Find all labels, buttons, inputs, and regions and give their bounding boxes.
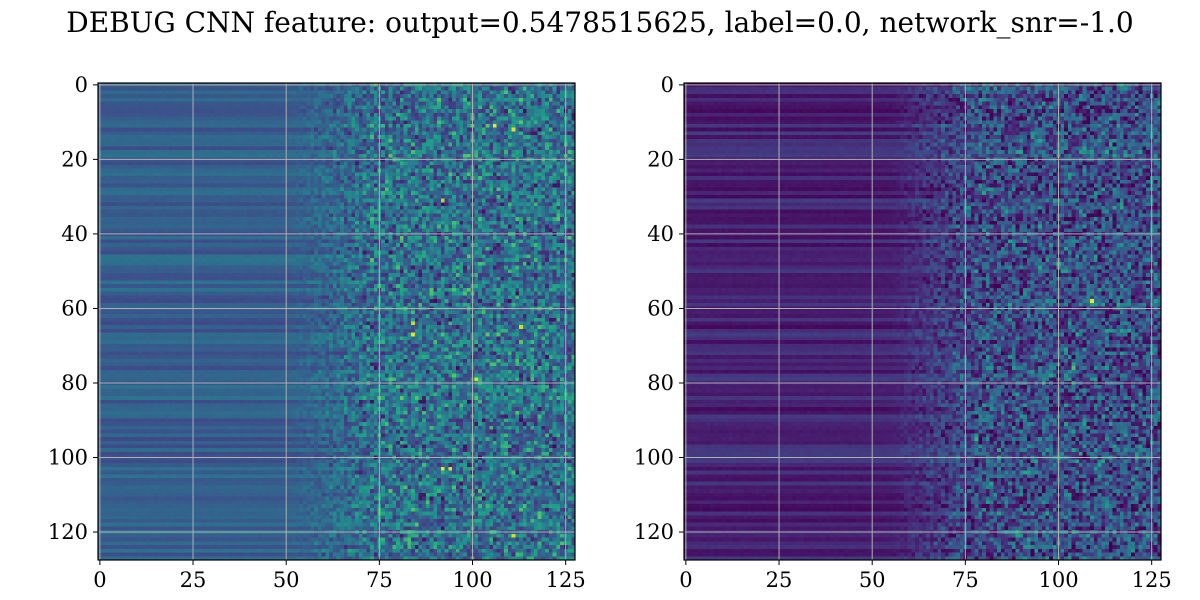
axes-frame [683, 82, 1162, 561]
y-tick-label: 120 [634, 520, 674, 544]
heatmap-axes-right: 0 25 50 75 100 125 0 20 40 60 80 100 120 [634, 73, 1172, 592]
x-tick-label: 100 [1038, 568, 1078, 592]
y-tick-label: 40 [61, 222, 88, 246]
x-tick-label: 50 [273, 568, 300, 592]
axes-frame [97, 82, 576, 561]
y-tick-label: 20 [61, 147, 88, 171]
x-tick-label: 100 [452, 568, 492, 592]
x-tick-label: 25 [766, 568, 793, 592]
heatmap-panel-right: 0 25 50 75 100 125 0 20 40 60 80 100 120 [634, 73, 1172, 592]
heatmap-image-left [98, 83, 575, 560]
y-tick-label: 20 [647, 147, 674, 171]
y-tick-label: 0 [75, 73, 88, 97]
y-tick-label: 60 [61, 296, 88, 320]
x-tick-label: 75 [952, 568, 979, 592]
x-tick-label: 0 [679, 568, 692, 592]
heatmap-axes-left: 0 25 50 75 100 125 0 20 40 60 80 100 120 [48, 73, 586, 592]
x-tick-label: 0 [93, 568, 106, 592]
heatmap-image-right [684, 83, 1161, 560]
figure-title: DEBUG CNN feature: output=0.5478515625, … [66, 6, 1134, 39]
y-tick-label: 80 [647, 371, 674, 395]
x-tick-label: 125 [546, 568, 586, 592]
y-tick-label: 120 [48, 520, 88, 544]
x-tick-label: 75 [366, 568, 393, 592]
x-tick-label: 50 [859, 568, 886, 592]
y-tick-label: 80 [61, 371, 88, 395]
y-tick-label: 100 [48, 446, 88, 470]
x-tick-label: 125 [1132, 568, 1172, 592]
y-tick-label: 100 [634, 446, 674, 470]
y-tick-label: 40 [647, 222, 674, 246]
y-tick-label: 60 [647, 296, 674, 320]
x-tick-label: 25 [180, 568, 207, 592]
y-tick-label: 0 [661, 73, 674, 97]
heatmap-panel-left: 0 25 50 75 100 125 0 20 40 60 80 100 120 [48, 73, 586, 592]
